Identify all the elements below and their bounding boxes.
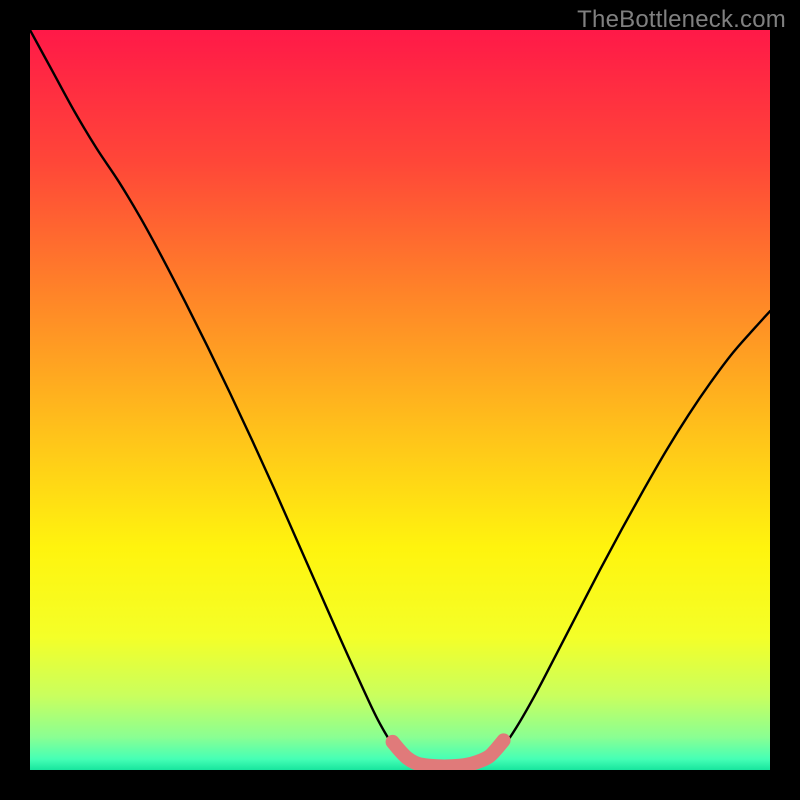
bottleneck-curve-chart [30,30,770,770]
gradient-background [30,30,770,770]
chart-frame: TheBottleneck.com [0,0,800,800]
plot-area [30,30,770,770]
